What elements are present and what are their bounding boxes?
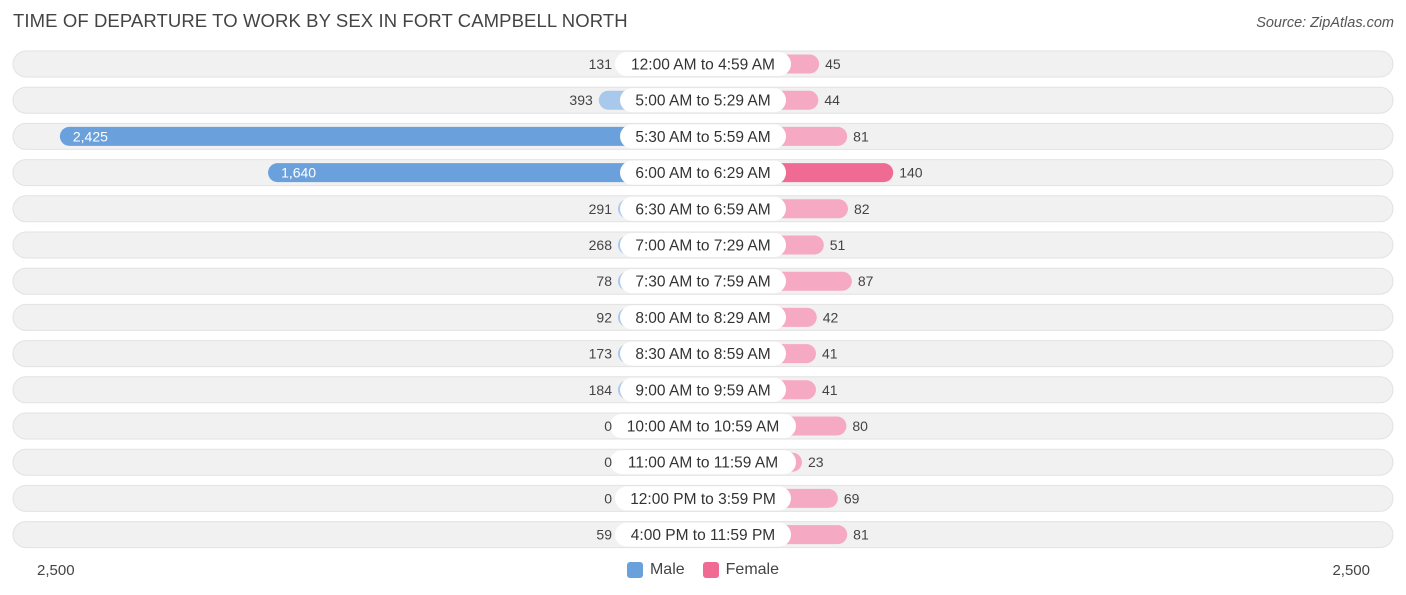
male-value-label: 59 bbox=[596, 527, 612, 543]
male-value-label: 268 bbox=[589, 237, 613, 253]
category-label-pill bbox=[620, 88, 786, 113]
axis-right-label: 2,500 bbox=[1332, 562, 1370, 579]
category-label: 7:30 AM to 7:59 AM bbox=[635, 274, 770, 291]
female-value-label: 41 bbox=[822, 346, 838, 362]
category-label-pill bbox=[620, 233, 786, 257]
female-value-label: 140 bbox=[899, 165, 923, 181]
male-value-label: 184 bbox=[589, 382, 613, 398]
category-label: 7:00 AM to 7:29 AM bbox=[635, 238, 770, 255]
category-label: 10:00 AM to 10:59 AM bbox=[627, 419, 780, 436]
category-label: 12:00 AM to 4:59 AM bbox=[631, 57, 775, 74]
category-label: 4:00 PM to 11:59 PM bbox=[631, 527, 775, 544]
male-value-label: 78 bbox=[596, 273, 612, 289]
male-value-label: 92 bbox=[596, 309, 612, 325]
source-note: Source: ZipAtlas.com bbox=[1256, 15, 1394, 31]
category-label-pill bbox=[620, 377, 786, 402]
category-label: 5:30 AM to 5:59 AM bbox=[635, 129, 770, 146]
male-value-label: 0 bbox=[604, 418, 612, 434]
female-value-label: 23 bbox=[808, 454, 824, 470]
legend-label-female: Female bbox=[725, 561, 780, 578]
category-label-pill bbox=[615, 52, 791, 76]
axis-left-label: 2,500 bbox=[37, 562, 75, 579]
female-value-label: 80 bbox=[852, 418, 868, 434]
male-value-label: 131 bbox=[589, 56, 613, 72]
category-label-pill bbox=[615, 486, 791, 511]
female-value-label: 81 bbox=[853, 527, 869, 543]
male-value-label: 0 bbox=[604, 454, 612, 470]
legend-item-male: Male bbox=[626, 561, 685, 579]
category-label: 6:30 AM to 6:59 AM bbox=[635, 201, 770, 218]
female-value-label: 69 bbox=[844, 490, 860, 506]
category-label-pill bbox=[620, 269, 786, 294]
male-bar bbox=[268, 163, 703, 183]
category-label-pill bbox=[620, 124, 786, 149]
category-label: 9:00 AM to 9:59 AM bbox=[635, 382, 770, 399]
category-label: 11:00 AM to 11:59 AM bbox=[628, 455, 778, 472]
male-value-label: 291 bbox=[589, 201, 613, 217]
male-value-label: 1,640 bbox=[281, 165, 316, 181]
category-label-pill bbox=[610, 414, 796, 438]
legend-item-female: Female bbox=[702, 561, 780, 579]
chart-canvas: 12:00 AM to 4:59 AM 131 45 5:00 AM to 5:29 … bbox=[12, 50, 1394, 549]
category-label-pill bbox=[620, 305, 786, 330]
category-label-pill bbox=[620, 160, 786, 185]
chart-title: TIME OF DEPARTURE TO WORK BY SEX IN FORT… bbox=[13, 10, 628, 31]
male-swatch bbox=[626, 562, 643, 578]
category-label-pill bbox=[620, 196, 786, 221]
female-value-label: 44 bbox=[824, 92, 840, 108]
category-label-pill bbox=[620, 341, 786, 366]
category-label: 8:00 AM to 8:29 AM bbox=[635, 310, 770, 327]
female-value-label: 51 bbox=[830, 237, 846, 253]
female-value-label: 42 bbox=[823, 309, 839, 325]
female-value-label: 81 bbox=[853, 128, 869, 144]
category-label: 12:00 PM to 3:59 PM bbox=[630, 491, 776, 508]
male-bar bbox=[59, 126, 703, 146]
female-swatch bbox=[702, 562, 719, 578]
male-value-label: 0 bbox=[604, 490, 612, 506]
category-label: 5:00 AM to 5:29 AM bbox=[635, 93, 770, 110]
category-label: 8:30 AM to 8:59 AM bbox=[635, 346, 770, 363]
legend-label-male: Male bbox=[649, 561, 685, 578]
male-value-label: 2,425 bbox=[73, 128, 108, 144]
female-value-label: 41 bbox=[822, 382, 838, 398]
category-label-pill bbox=[615, 522, 791, 547]
category-label: 6:00 AM to 6:29 AM bbox=[635, 165, 770, 182]
female-value-label: 87 bbox=[858, 273, 874, 289]
category-label-pill bbox=[610, 450, 796, 475]
male-value-label: 393 bbox=[569, 92, 593, 108]
male-value-label: 173 bbox=[589, 346, 613, 362]
female-value-label: 82 bbox=[854, 201, 870, 217]
legend: Male Female bbox=[0, 561, 1406, 579]
female-value-label: 45 bbox=[825, 56, 841, 72]
